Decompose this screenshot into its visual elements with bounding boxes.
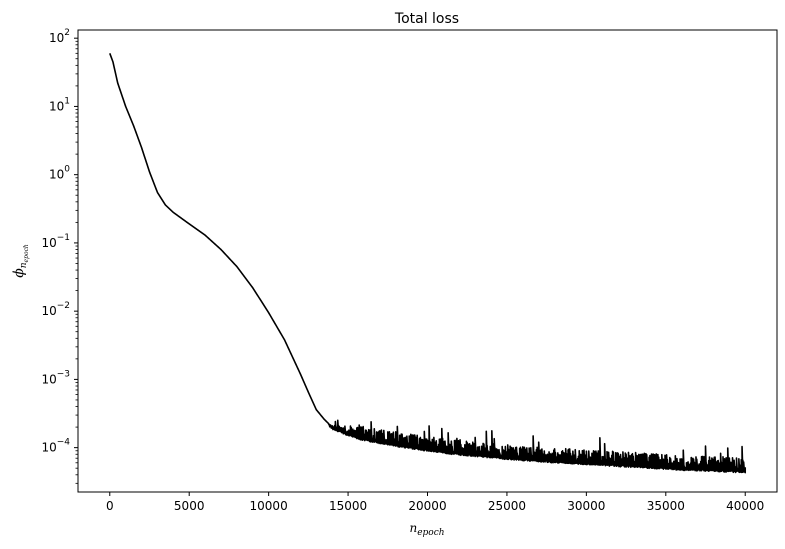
x-axis: 0 5000 10000 15000 20000 25000 30000 35000 40000 [106, 492, 764, 513]
y-tick-label: 102 [49, 28, 70, 45]
x-axis-label-sub: epoch [417, 528, 444, 538]
y-tick-label: 101 [49, 96, 70, 113]
x-tick-label: 0 [106, 499, 114, 513]
y-tick-label: 10−3 [41, 369, 70, 386]
y-axis-label: ϕnepoch [11, 244, 30, 278]
series-line-total-loss [109, 53, 747, 474]
y-axis-label-sub1: n [19, 262, 29, 268]
y-tick-label: 100 [49, 165, 70, 182]
x-tick-label: 15000 [329, 499, 367, 513]
y-tick-label: 10−1 [41, 233, 70, 250]
x-tick-label: 20000 [408, 499, 446, 513]
x-tick-label: 35000 [647, 499, 685, 513]
axes-frame [77, 29, 778, 493]
x-tick-label: 40000 [726, 499, 764, 513]
x-tick-label: 10000 [250, 499, 288, 513]
y-tick-label: 10−4 [41, 438, 70, 455]
x-tick-label: 25000 [488, 499, 526, 513]
y-axis: 10−4 10−3 10−2 10−1 100 101 102 [41, 28, 78, 484]
y-axis-label-base: ϕ [11, 268, 27, 278]
plot-area [109, 53, 747, 474]
x-tick-label: 5000 [174, 499, 205, 513]
x-tick-label: 30000 [567, 499, 605, 513]
x-axis-label-base: n [409, 521, 417, 535]
chart-title: Total loss [394, 11, 459, 27]
y-tick-label: 10−2 [41, 301, 70, 318]
y-axis-label-sub2: epoch [23, 244, 30, 262]
x-axis-label: nepoch [409, 521, 444, 538]
